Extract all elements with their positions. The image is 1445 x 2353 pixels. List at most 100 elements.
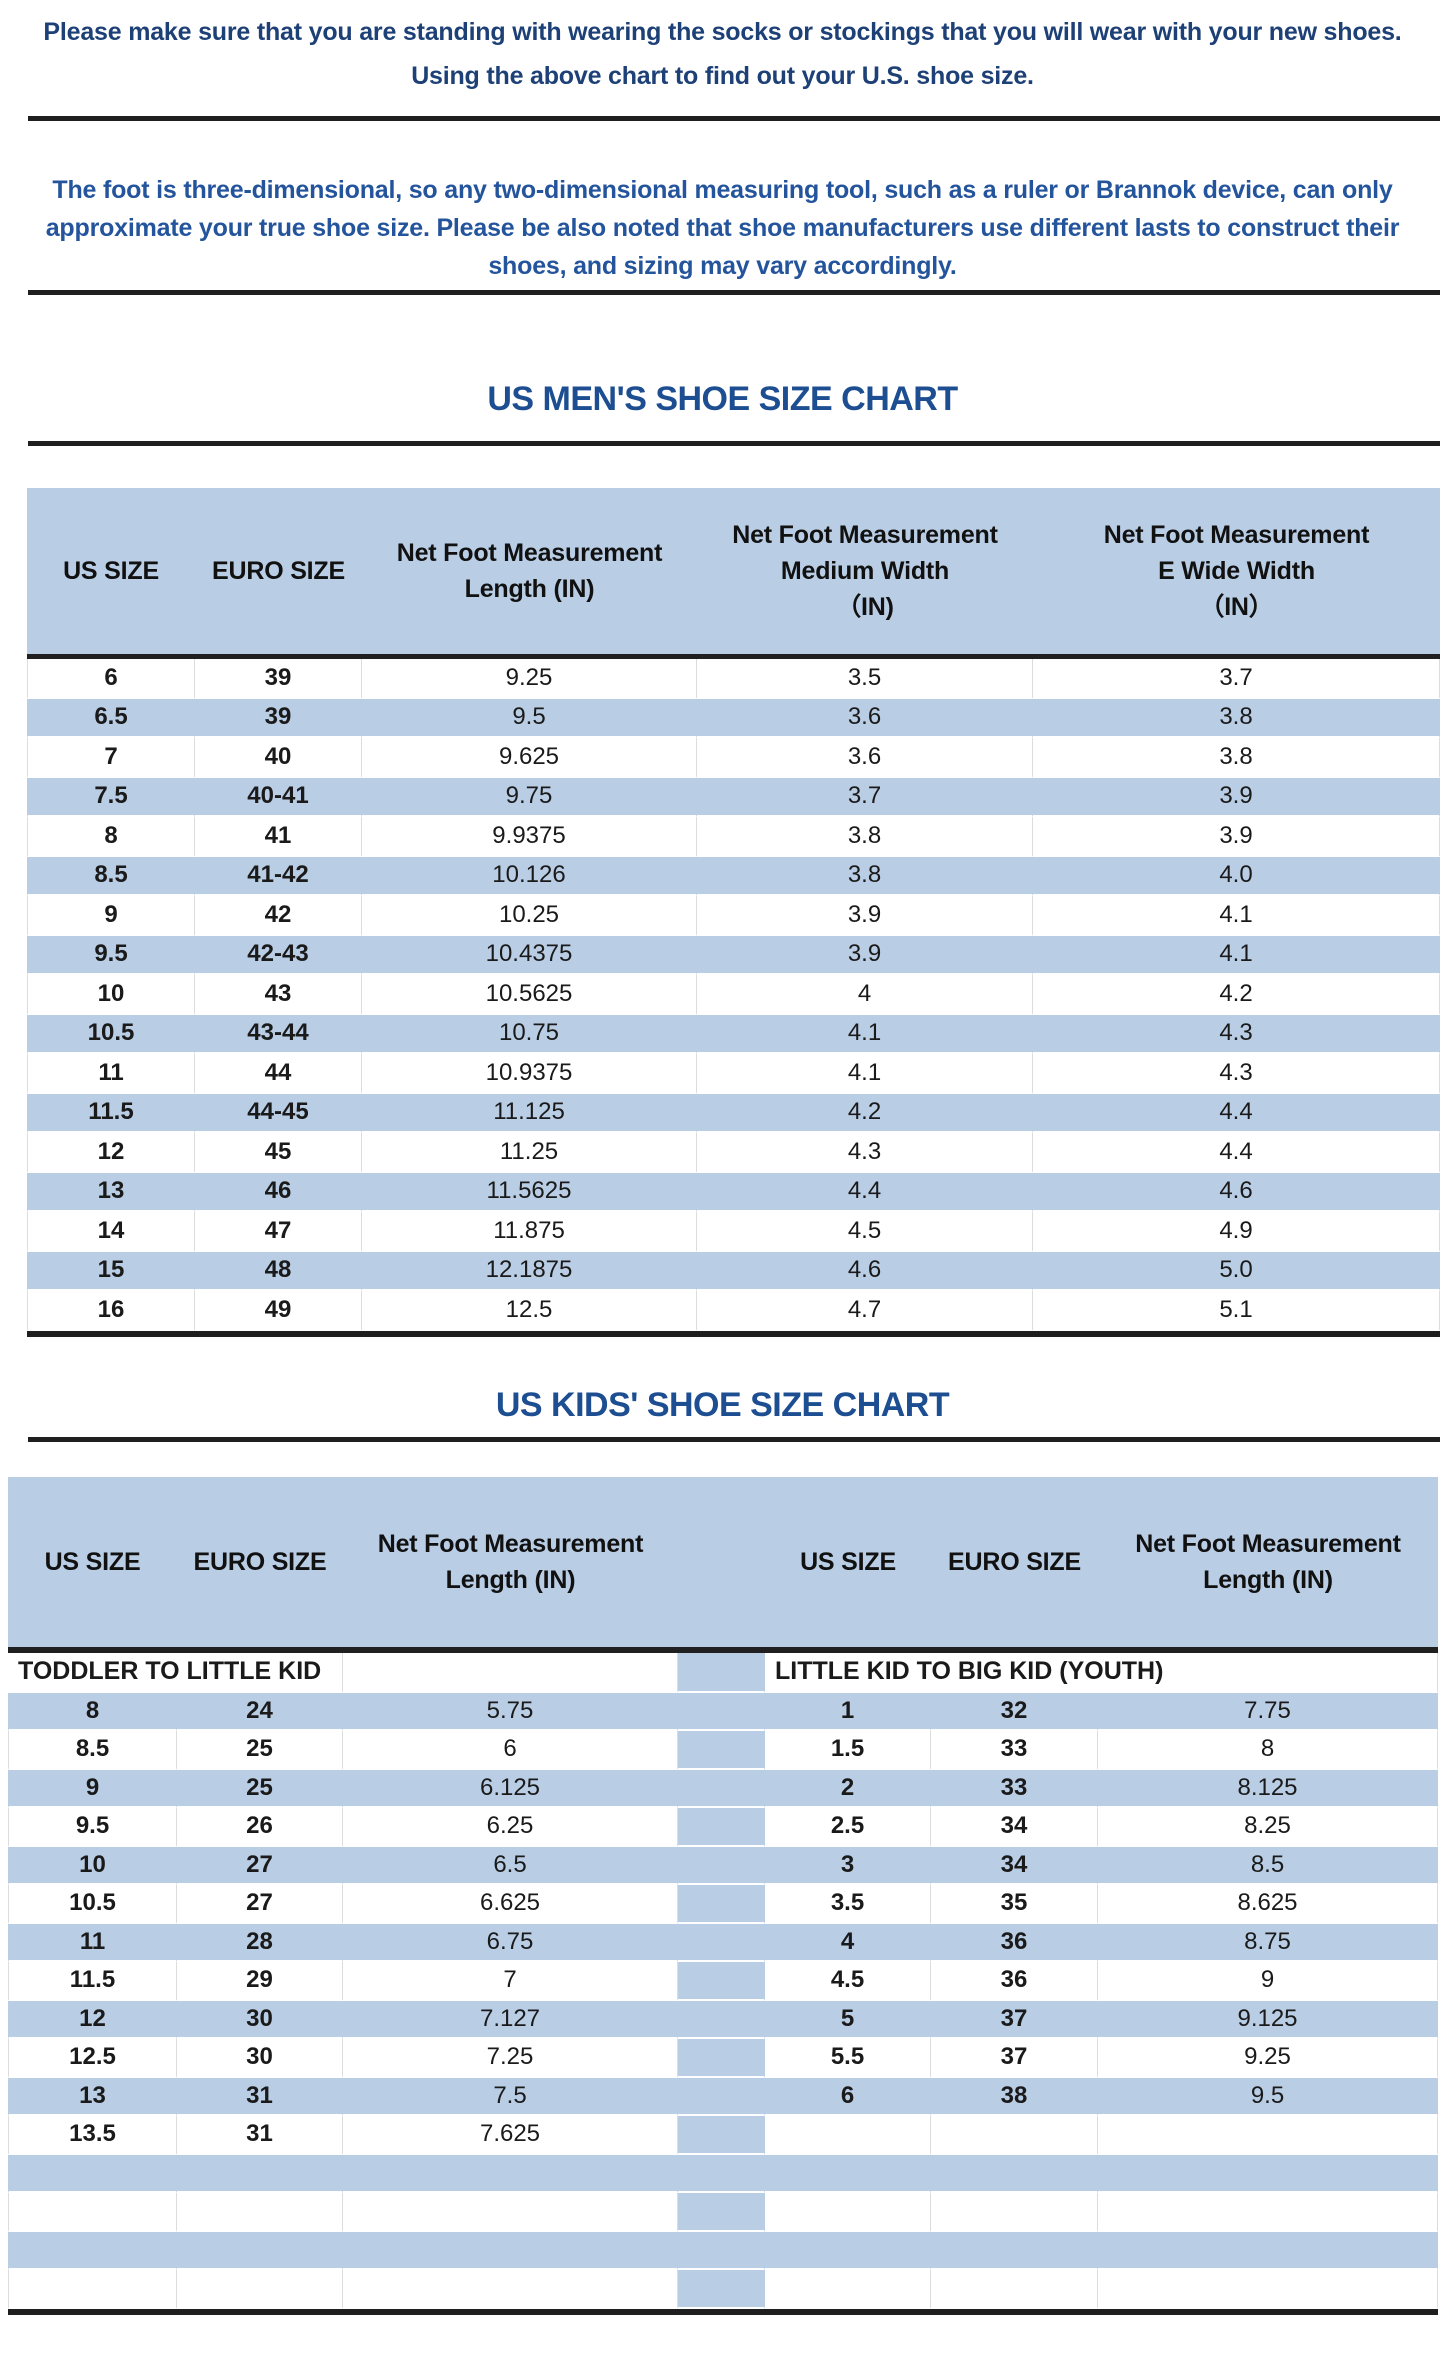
table-cell: 8.25 (1098, 1808, 1438, 1847)
table-cell: 12.5 (362, 1291, 697, 1331)
table-row: 13 46 11.5625 4.4 4.6 (27, 1172, 1440, 1212)
table-cell: 7.25 (343, 2039, 678, 2078)
spacer-cell (678, 2077, 765, 2116)
table-cell: 4.0 (1033, 856, 1440, 896)
table-cell: 9.25 (1098, 2039, 1438, 2078)
table-cell: 42-43 (195, 935, 362, 975)
spacer-cell (678, 1846, 765, 1885)
table-cell: 3.8 (1033, 698, 1440, 738)
table-cell: 3.5 (697, 659, 1033, 699)
horizontal-rule (28, 290, 1440, 295)
table-row: 11 28 6.75 4 36 8.75 (8, 1923, 1438, 1962)
table-cell (931, 2193, 1098, 2232)
toddler-section-label: TODDLER TO LITTLE KID (8, 1652, 343, 1693)
table-cell: 7.5 (27, 777, 195, 817)
table-row: 16 49 12.5 4.7 5.1 (27, 1291, 1440, 1331)
spacer-cell (678, 1962, 765, 2001)
table-row: 12 45 11.25 4.3 4.4 (27, 1133, 1440, 1173)
table-cell: 45 (195, 1133, 362, 1173)
table-cell: 10.4375 (362, 935, 697, 975)
table-cell: 34 (931, 1846, 1098, 1885)
column-header: EURO SIZE (931, 1476, 1098, 1653)
table-cell: 3 (765, 1846, 931, 1885)
section-header-row: TODDLER TO LITTLE KID LITTLE KID TO BIG K… (8, 1652, 1438, 1693)
table-cell: 10.25 (362, 896, 697, 936)
table-cell (765, 2154, 931, 2193)
table-cell: 44 (195, 1054, 362, 1094)
column-header: Net Foot Measurement Medium Width （IN) (697, 488, 1033, 659)
mens-table-header: US SIZE EURO SIZE Net Foot Measurement Leng… (27, 488, 1440, 659)
header-row: US SIZE EURO SIZE Net Foot Measurement Leng… (8, 1476, 1438, 1653)
table-cell: 26 (177, 1808, 343, 1847)
table-cell: 42 (195, 896, 362, 936)
table-cell: 6.5 (27, 698, 195, 738)
table-cell (177, 2193, 343, 2232)
table-cell: 5.1 (1033, 1291, 1440, 1331)
table-cell: 9.125 (1098, 2000, 1438, 2039)
table-cell (765, 2231, 931, 2270)
table-cell (765, 2193, 931, 2232)
table-row: 8 41 9.9375 3.8 3.9 (27, 817, 1440, 857)
column-header: EURO SIZE (177, 1476, 343, 1653)
table-row: 9 25 6.125 2 33 8.125 (8, 1769, 1438, 1808)
kids-table-header: US SIZE EURO SIZE Net Foot Measurement Leng… (8, 1476, 1438, 1653)
table-cell: 5 (765, 2000, 931, 2039)
table-cell: 39 (195, 698, 362, 738)
table-cell: 3.8 (1033, 738, 1440, 778)
table-row (8, 2193, 1438, 2232)
table-cell: 9.25 (362, 659, 697, 699)
spacer-cell (678, 1652, 765, 1693)
table-cell (931, 2231, 1098, 2270)
table-row (8, 2270, 1438, 2309)
table-row: 12.5 30 7.25 5.5 37 9.25 (8, 2039, 1438, 2078)
table-cell: 40 (195, 738, 362, 778)
table-row: 6.5 39 9.5 3.6 3.8 (27, 698, 1440, 738)
table-cell: 9.9375 (362, 817, 697, 857)
table-cell: 27 (177, 1846, 343, 1885)
table-row: 9 42 10.25 3.9 4.1 (27, 896, 1440, 936)
table-row: 11 44 10.9375 4.1 4.3 (27, 1054, 1440, 1094)
table-cell: 32 (931, 1692, 1098, 1731)
column-header: US SIZE (27, 488, 195, 659)
table-cell: 4.3 (697, 1133, 1033, 1173)
table-cell: 10.5 (8, 1885, 177, 1924)
spacer-cell (678, 2193, 765, 2232)
table-cell: 13 (8, 2077, 177, 2116)
table-row: 13.5 31 7.625 (8, 2116, 1438, 2155)
table-cell: 2 (765, 1769, 931, 1808)
table-cell: 12.5 (8, 2039, 177, 2078)
table-cell: 36 (931, 1962, 1098, 2001)
table-cell: 3.8 (697, 817, 1033, 857)
table-cell: 4.5 (765, 1962, 931, 2001)
header-row: US SIZE EURO SIZE Net Foot Measurement Leng… (27, 488, 1440, 659)
table-cell: 6.125 (343, 1769, 678, 1808)
table-cell: 13 (27, 1172, 195, 1212)
table-cell (931, 2154, 1098, 2193)
mens-chart-title: US MEN'S SHOE SIZE CHART (487, 380, 958, 418)
table-row: 10 27 6.5 3 34 8.5 (8, 1846, 1438, 1885)
table-cell (8, 2231, 177, 2270)
header-spacer-cell (678, 1476, 765, 1653)
table-cell: 9.625 (362, 738, 697, 778)
table-cell: 11.5 (8, 1962, 177, 2001)
table-cell: 4.7 (697, 1291, 1033, 1331)
table-cell: 5.5 (765, 2039, 931, 2078)
table-cell: 6.5 (343, 1846, 678, 1885)
table-cell (931, 2116, 1098, 2155)
table-cell: 3.6 (697, 738, 1033, 778)
mens-size-table: US SIZE EURO SIZE Net Foot Measurement Leng… (27, 488, 1440, 1337)
spacer-cell (678, 2039, 765, 2078)
spacer-cell (678, 2000, 765, 2039)
table-cell: 9.5 (1098, 2077, 1438, 2116)
table-cell (177, 2231, 343, 2270)
table-cell: 8.625 (1098, 1885, 1438, 1924)
table-cell: 4.4 (1033, 1093, 1440, 1133)
table-cell: 4.4 (697, 1172, 1033, 1212)
table-cell: 5.0 (1033, 1251, 1440, 1291)
intro-text: Please make sure that you are standing w… (0, 0, 1445, 98)
table-row: 13 31 7.5 6 38 9.5 (8, 2077, 1438, 2116)
table-cell: 3.8 (697, 856, 1033, 896)
table-cell: 37 (931, 2039, 1098, 2078)
table-cell: 9.5 (27, 935, 195, 975)
column-header: Net Foot Measurement Length (IN) (362, 488, 697, 659)
